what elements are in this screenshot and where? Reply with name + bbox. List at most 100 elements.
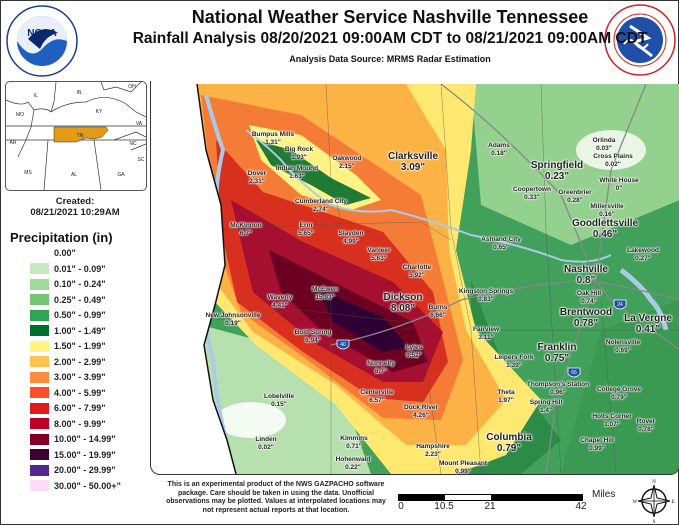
legend-label: 8.00" - 9.99": [54, 418, 106, 429]
city-rainfall-value: 2.74": [313, 205, 329, 213]
legend-swatch: [30, 263, 49, 274]
city-rainfall-value: 0.46": [592, 229, 618, 240]
city-label: Greenbrier 0.28": [558, 189, 591, 204]
svg-text:OH: OH: [128, 84, 136, 90]
city-label: Dover 2.31": [248, 170, 266, 185]
city-rainfall-value: 0.27": [635, 254, 651, 262]
city-name: Orlinda: [592, 137, 616, 144]
city-name: Fairview: [472, 326, 500, 333]
legend-swatch: [30, 464, 49, 476]
city-label: Fairview 3.11": [473, 326, 499, 341]
city-label: Leipers Fork 1.39": [494, 354, 533, 369]
city-rainfall-value: 0.78": [638, 425, 654, 433]
percy-priest-lake: [619, 268, 669, 331]
legend-label: 1.00" - 1.49": [54, 325, 106, 336]
city-rainfall-value: 0.03": [596, 144, 612, 152]
city-rainfall-value: 1.97": [498, 396, 514, 404]
city-label: Big Rock 1.93": [285, 146, 313, 161]
city-label: Waverly 4.41": [268, 294, 293, 309]
legend-item: 15.00" - 19.99": [30, 449, 116, 461]
svg-text:MO: MO: [16, 112, 24, 118]
legend-swatch: [30, 371, 49, 383]
created-label: Created:: [55, 196, 95, 207]
svg-text:40: 40: [340, 342, 346, 348]
legend-label: 0.10" - 0.24": [54, 279, 106, 289]
city-label: Nolensville 0.69": [606, 339, 640, 354]
city-name: Bold Spring: [294, 329, 332, 336]
legend-label: 6.00" - 7.99": [54, 403, 106, 413]
legend-label: 10.00" - 14.99": [54, 434, 116, 444]
legend-swatch: [30, 248, 49, 259]
city-rainfall-value: 0.19": [225, 319, 241, 327]
legend-item: 20.00" - 29.99": [30, 464, 116, 476]
noaa-logo-text: NOAA: [27, 28, 56, 39]
city-label: Centerville 6.57": [360, 389, 393, 404]
map-subtitle: Rainfall Analysis 08/20/2021 09:00AM CDT…: [132, 30, 648, 47]
legend-item: 0.00": [30, 247, 76, 259]
city-name: Indian Mound: [275, 165, 319, 172]
city-name: Bumpus Mills: [251, 131, 295, 138]
city-name: Mount Pleasant: [438, 460, 488, 467]
city-rainfall-value: 0.41": [635, 324, 661, 335]
city-label: Oak Hill 0.74": [577, 290, 601, 305]
city-label: Dickson 8.08": [384, 292, 423, 314]
city-name: Chapel Hill: [580, 437, 614, 444]
scale-unit: Miles: [592, 489, 616, 500]
legend-swatch: [30, 418, 49, 429]
locator-map: IL IN OH MO KY VA AR TN NC SC MS AL GA: [5, 81, 147, 191]
legend-swatch: [30, 278, 49, 290]
svg-text:MS: MS: [24, 170, 32, 176]
city-rainfall-value: 5.92": [409, 271, 425, 279]
city-name: Kingston Springs: [458, 288, 514, 295]
city-rainfall-value: 0.65": [493, 243, 509, 251]
city-label: Bold Spring 6.94": [295, 329, 332, 344]
city-name: Thompson's Station: [526, 381, 590, 388]
svg-text:TN: TN: [77, 133, 84, 139]
city-label: Goodlettsville 0.46": [572, 218, 638, 240]
city-rainfall-value: 0.28": [567, 196, 583, 204]
city-rainfall-value: 5.63": [371, 254, 387, 262]
city-name: Dickson: [383, 292, 423, 303]
svg-text:AL: AL: [71, 172, 77, 178]
legend-item: 8.00" - 9.99": [30, 418, 106, 430]
city-name: Columbia: [486, 432, 532, 443]
legend-label: 0.25" - 0.49": [54, 294, 106, 305]
city-name: McEwen: [311, 286, 339, 293]
city-label: White House 0": [599, 177, 638, 192]
city-label: McEwen 15.93": [312, 286, 338, 301]
city-label: Lyles 9.52": [406, 344, 422, 359]
city-rainfall-value: 0.22": [345, 463, 361, 471]
city-name: Dover: [247, 170, 267, 177]
city-rainfall-value: 2.23": [425, 450, 441, 458]
svg-text:GA: GA: [117, 172, 125, 178]
city-name: La Vergne: [624, 313, 672, 324]
svg-text:IL: IL: [34, 93, 38, 99]
city-rainfall-value: 8.7": [374, 367, 388, 375]
svg-text:SC: SC: [138, 157, 145, 163]
rainfall-raster: 40 24 65: [196, 83, 679, 474]
legend-swatch: [30, 402, 49, 414]
city-rainfall-value: 1.63": [289, 172, 305, 180]
city-name: Vanleer: [367, 247, 391, 254]
city-rainfall-value: 0.83": [478, 295, 494, 303]
svg-text:N: N: [652, 480, 656, 485]
city-label: Nashville 0.8": [564, 264, 608, 286]
city-label: Cumberland City 2.74": [295, 198, 347, 213]
city-name: Duck River: [404, 404, 438, 411]
city-rainfall-value: 0.79": [496, 443, 522, 454]
legend-swatch: [30, 449, 49, 460]
legend-swatch: [30, 387, 49, 398]
legend-item: 2.00" - 2.99": [30, 356, 106, 368]
city-name: Brentwood: [559, 307, 613, 318]
city-name: Adams: [488, 142, 510, 149]
city-name: Spring Hill: [529, 399, 563, 406]
city-label: Ashland City 0.65": [481, 236, 521, 251]
city-rainfall-value: 6.7": [239, 229, 253, 237]
city-name: Hohenwald: [335, 456, 371, 463]
city-label: Spring Hill 1.4": [530, 399, 563, 414]
city-name: Slayden: [338, 230, 364, 237]
legend-swatch: [30, 340, 49, 352]
city-rainfall-value: 0.74": [581, 297, 597, 305]
city-rainfall-value: 0.02": [258, 443, 274, 451]
data-source: Analysis Data Source: MRMS Radar Estimat…: [289, 54, 491, 64]
